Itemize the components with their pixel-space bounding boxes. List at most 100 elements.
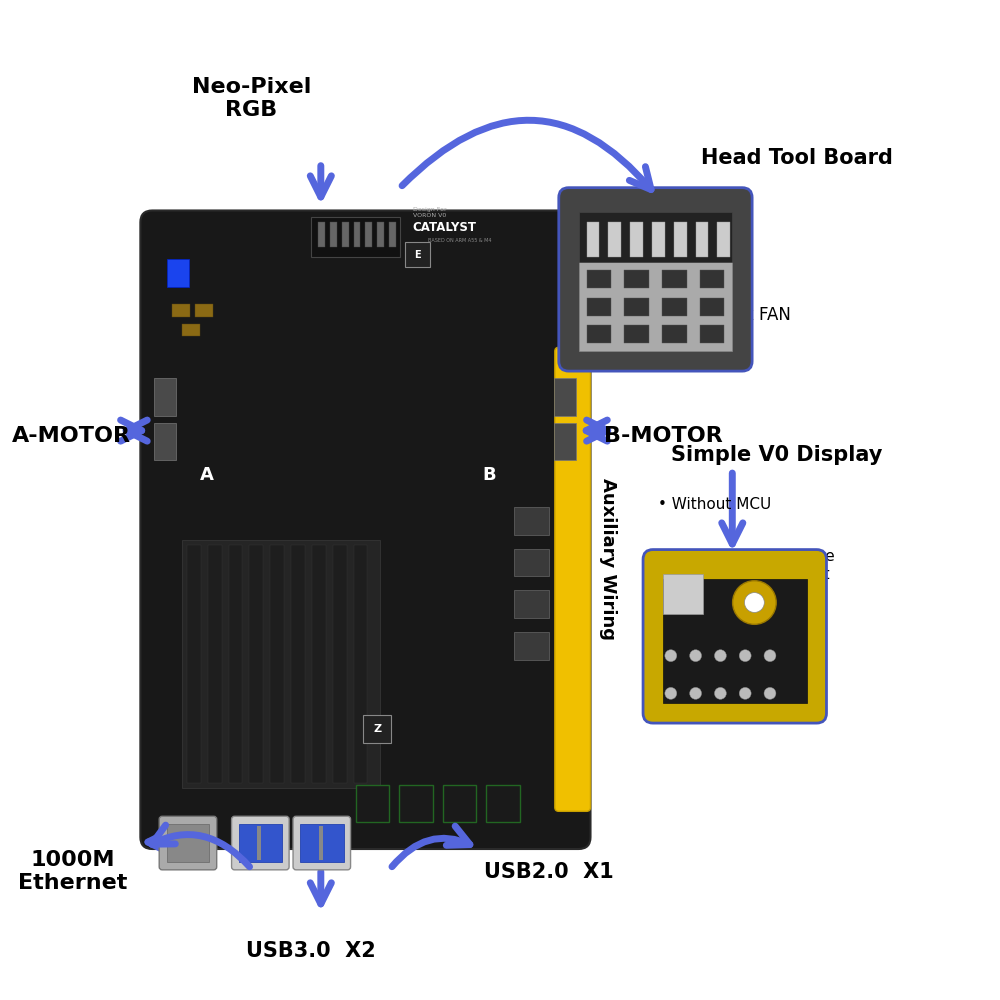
Bar [587, 325, 611, 343]
Bar [229, 545, 242, 783]
Circle shape [739, 650, 751, 662]
Text: Neo-Pixel
RGB: Neo-Pixel RGB [192, 77, 311, 120]
Text: E: E [414, 250, 421, 260]
Bar [662, 325, 687, 343]
Text: USB3.0  X2: USB3.0 X2 [246, 941, 376, 961]
Bar [486, 785, 520, 822]
Bar [674, 222, 687, 257]
Bar [291, 545, 305, 783]
Text: B-MOTOR: B-MOTOR [604, 426, 722, 446]
Bar [318, 222, 325, 247]
Circle shape [665, 687, 677, 699]
Circle shape [764, 687, 776, 699]
Bar [663, 579, 807, 703]
FancyArrowPatch shape [402, 120, 651, 190]
Bar [389, 222, 396, 247]
Text: Head Tool Board: Head Tool Board [701, 148, 893, 168]
Bar [700, 270, 724, 288]
Circle shape [744, 593, 764, 612]
FancyArrowPatch shape [392, 826, 470, 867]
Bar [514, 507, 549, 535]
Bar [270, 545, 284, 783]
Bar [554, 378, 576, 416]
Text: Auxiliary Wiring: Auxiliary Wiring [599, 478, 617, 640]
Bar [399, 785, 433, 822]
Bar [608, 222, 621, 257]
Bar [333, 545, 347, 783]
Bar [662, 298, 687, 316]
Text: • Heater: • Heater [658, 218, 730, 236]
Bar [249, 545, 263, 783]
Text: • Same function as the
original V0 display but
cheaper: • Same function as the original V0 displ… [658, 549, 835, 599]
Bar [365, 222, 372, 247]
Bar [662, 270, 687, 288]
Circle shape [690, 687, 702, 699]
Bar [514, 632, 549, 660]
Bar [700, 325, 724, 343]
Circle shape [690, 650, 702, 662]
Bar [330, 222, 337, 247]
Bar [354, 222, 360, 247]
Bar [354, 545, 367, 783]
Bar [579, 212, 732, 262]
Bar [182, 324, 200, 336]
Bar [624, 270, 649, 288]
Text: Design For
VORON V0: Design For VORON V0 [413, 207, 447, 218]
Bar [579, 262, 732, 351]
Bar [587, 222, 599, 257]
Text: • Heat-Sink FAN: • Heat-Sink FAN [658, 306, 791, 324]
Text: A-MOTOR: A-MOTOR [11, 426, 130, 446]
FancyBboxPatch shape [555, 347, 591, 811]
Bar [377, 222, 384, 247]
Bar [700, 298, 724, 316]
Text: • ADXL345: • ADXL345 [658, 349, 750, 367]
FancyArrowPatch shape [152, 825, 250, 867]
Text: Z: Z [373, 724, 381, 734]
Bar [167, 259, 189, 287]
Circle shape [714, 650, 726, 662]
Bar [154, 423, 176, 460]
Bar [239, 824, 282, 862]
Bar [154, 378, 176, 416]
Bar [630, 222, 643, 257]
Bar [624, 325, 649, 343]
Text: Simple V0 Display: Simple V0 Display [671, 445, 883, 465]
Bar [554, 423, 576, 460]
Circle shape [665, 650, 677, 662]
Bar [342, 222, 349, 247]
FancyBboxPatch shape [559, 188, 752, 371]
Bar [208, 545, 222, 783]
Bar [182, 540, 380, 788]
FancyBboxPatch shape [159, 816, 217, 870]
Circle shape [739, 687, 751, 699]
Text: A: A [200, 466, 214, 484]
Bar [514, 549, 549, 576]
Bar [587, 270, 611, 288]
FancyBboxPatch shape [293, 816, 351, 870]
Text: CATALYST: CATALYST [413, 221, 477, 234]
Bar [652, 222, 665, 257]
Text: 1000M
Ethernet: 1000M Ethernet [18, 850, 128, 893]
Bar [696, 222, 708, 257]
Bar [195, 304, 213, 317]
Bar [624, 298, 649, 316]
Text: • Without MCU: • Without MCU [658, 497, 771, 512]
Text: B: B [483, 466, 496, 484]
Bar [312, 545, 326, 783]
Bar [443, 785, 476, 822]
Circle shape [714, 687, 726, 699]
Text: BASED ON ARM A55 & M4: BASED ON ARM A55 & M4 [428, 238, 491, 243]
FancyBboxPatch shape [643, 550, 826, 723]
Circle shape [764, 650, 776, 662]
Bar [356, 785, 389, 822]
Text: USB2.0  X1: USB2.0 X1 [484, 862, 614, 882]
Bar [300, 824, 344, 862]
Bar [514, 590, 549, 618]
Bar [167, 824, 209, 862]
Bar [587, 298, 611, 316]
Text: • Print FAN: • Print FAN [658, 262, 749, 280]
Bar [405, 242, 430, 267]
Bar [319, 826, 323, 860]
Bar [663, 574, 703, 614]
Bar [717, 222, 730, 257]
